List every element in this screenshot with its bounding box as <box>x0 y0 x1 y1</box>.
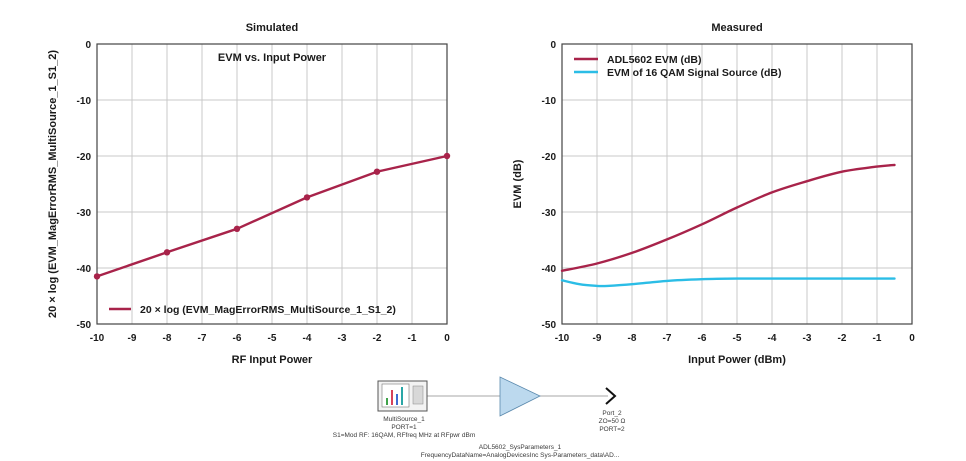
amplifier-name: ADL5602_SysParameters_1 <box>479 444 562 451</box>
right-y-tick-label: -30 <box>542 208 557 219</box>
left-x-tick-label: -2 <box>373 333 382 344</box>
simulated-title: Simulated <box>246 22 299 34</box>
source-spectrum-bar <box>396 394 398 405</box>
left-data-point <box>373 168 381 175</box>
right-x-tick-label: -1 <box>873 333 882 344</box>
right-x-tick-label: -3 <box>803 333 812 344</box>
simulated-chart: Simulated EVM vs. Input Power -10 -9 -8 -7-… <box>47 22 450 366</box>
right-y-tick-label: -40 <box>542 264 557 275</box>
port-impedance: ZO=50 Ω <box>599 418 626 425</box>
measured-chart: Measured -10 -9 -8 -7 -6 -5 -4 -3 -2 -1 0 0-10-20-… <box>512 22 915 366</box>
left-x-tick-label: -9 <box>128 333 137 344</box>
measured-legend-label-source: EVM of 16 QAM Signal Source (dB) <box>607 67 781 79</box>
simulated-y-ticks: 0 -10 -20 -30 -40 -50 <box>77 40 92 331</box>
left-x-tick-label: -10 <box>90 333 105 344</box>
left-x-tick-label: -8 <box>163 333 172 344</box>
simulated-legend-label: 20 × log (EVM_MagErrorRMS_MultiSource_1_… <box>140 304 396 316</box>
right-series-line-1 <box>560 277 896 288</box>
right-x-tick-label: -9 <box>593 333 602 344</box>
left-data-point <box>163 249 171 256</box>
amplifier-icon <box>499 376 541 417</box>
source-instrument-knobs <box>412 385 424 405</box>
right-x-tick-label: -6 <box>698 333 707 344</box>
measured-title: Measured <box>711 22 762 34</box>
source-spectrum-bar <box>386 398 388 405</box>
port-name: Port_2 <box>602 410 622 417</box>
simulated-y-axis-label: 20 × log (EVM_MagErrorRMS_MultiSource_1_… <box>47 50 59 318</box>
left-x-tick-label: -6 <box>233 333 242 344</box>
source-name: MultiSource_1 <box>383 416 425 423</box>
measured-y-ticks: 0 -10 -20 -30 -40 -50 <box>542 40 557 331</box>
measured-x-axis-label: Input Power (dBm) <box>688 354 786 366</box>
source-spectrum-bar <box>401 387 403 405</box>
right-x-tick-label: 0 <box>909 333 915 344</box>
measured-plot-frame <box>561 43 913 325</box>
measured-x-ticks: -10 -9 -8 -7 -6 -5 -4 -3 -2 -1 0 <box>555 333 915 344</box>
simulated-grid <box>96 43 448 325</box>
circuit-schematic: MultiSource_1 PORT=1 S1=Mod RF: 16QAM, R… <box>333 376 626 459</box>
left-y-tick-label: -50 <box>77 320 92 331</box>
left-x-tick-label: -3 <box>338 333 347 344</box>
measured-y-axis-label: EVM (dB) <box>512 159 524 208</box>
source-params: S1=Mod RF: 16QAM, RFfreq MHz at RFpwr dB… <box>333 432 476 439</box>
right-x-tick-label: -2 <box>838 333 847 344</box>
source-spectrum-bar <box>391 390 393 405</box>
right-x-tick-label: -10 <box>555 333 570 344</box>
left-x-tick-label: -1 <box>408 333 417 344</box>
left-x-tick-label: -4 <box>303 333 312 344</box>
right-x-tick-label: -5 <box>733 333 742 344</box>
port-number: PORT=2 <box>599 426 625 433</box>
left-y-tick-label: -20 <box>77 152 92 163</box>
left-y-tick-label: 0 <box>85 40 91 51</box>
left-data-point <box>233 225 241 232</box>
measured-legend: ADL5602 EVM (dB) EVM of 16 QAM Signal So… <box>574 54 781 79</box>
signal-source-icon <box>377 380 428 412</box>
simulated-x-axis-label: RF Input Power <box>232 354 313 366</box>
measured-grid <box>561 43 913 325</box>
left-y-tick-label: -10 <box>77 96 92 107</box>
right-x-tick-label: -8 <box>628 333 637 344</box>
measured-series <box>560 163 896 288</box>
right-x-tick-label: -7 <box>663 333 672 344</box>
simulated-x-ticks: -10 -9 -8 -7 -6 -5 -4 -3 -2 -1 0 <box>90 333 450 344</box>
amplifier-params: FrequencyDataName=AnalogDevicesInc Sys-P… <box>421 452 620 459</box>
source-spectrum-bars <box>386 387 403 405</box>
left-y-tick-label: -40 <box>77 264 92 275</box>
left-x-tick-label: 0 <box>444 333 450 344</box>
left-x-tick-label: -7 <box>198 333 207 344</box>
left-data-point <box>93 273 101 280</box>
measured-legend-label-adl5602: ADL5602 EVM (dB) <box>607 54 702 66</box>
left-series-line-0 <box>95 154 449 278</box>
left-y-tick-label: -30 <box>77 208 92 219</box>
right-y-tick-label: -20 <box>542 152 557 163</box>
source-port: PORT=1 <box>391 424 417 431</box>
simulated-legend: 20 × log (EVM_MagErrorRMS_MultiSource_1_… <box>109 304 396 316</box>
right-series-line-0 <box>560 163 896 272</box>
right-y-tick-label: 0 <box>550 40 556 51</box>
simulated-plot-frame <box>96 43 448 325</box>
right-x-tick-label: -4 <box>768 333 777 344</box>
left-data-point <box>443 152 451 160</box>
right-y-tick-label: -50 <box>542 320 557 331</box>
left-x-tick-label: -5 <box>268 333 277 344</box>
simulated-series <box>93 152 451 280</box>
simulated-subtitle: EVM vs. Input Power <box>218 52 327 64</box>
output-port-icon <box>605 387 617 405</box>
left-data-point <box>303 194 311 201</box>
right-y-tick-label: -10 <box>542 96 557 107</box>
